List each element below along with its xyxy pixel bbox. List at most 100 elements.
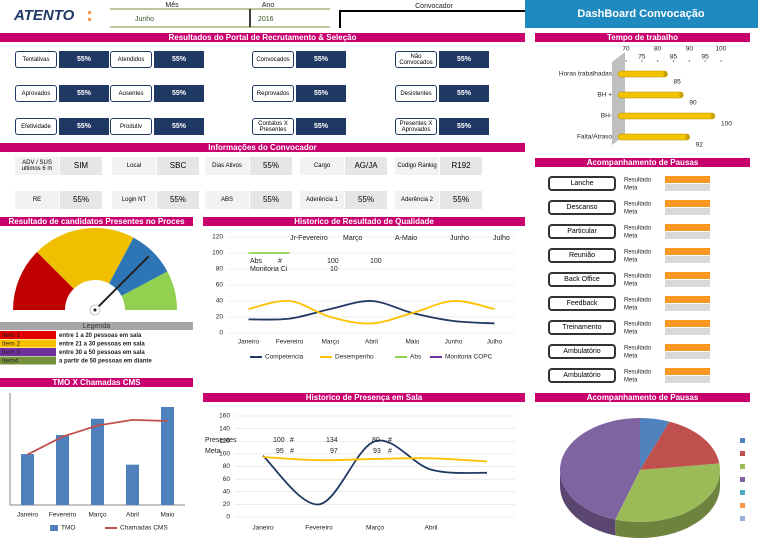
series-line — [27, 418, 168, 456]
overlay-text: 100 — [370, 258, 382, 265]
overlay-text: Junho — [450, 235, 469, 242]
meta-bar — [665, 256, 710, 263]
section-title: TMO X Chamadas CMS — [0, 378, 193, 387]
meta-bar — [665, 232, 710, 239]
info-label: Aderência 1 — [300, 191, 344, 209]
x-tick-label: Março — [366, 525, 384, 532]
y-tick-label: 20 — [216, 314, 224, 321]
series-line — [262, 439, 488, 506]
y-tick-label: 20 — [223, 501, 231, 508]
legend-swatch — [740, 477, 745, 482]
legend-swatch — [0, 356, 56, 365]
pie-side — [615, 470, 721, 538]
overlay-text: 100 — [273, 437, 285, 444]
legend-swatch — [740, 516, 745, 521]
gauge-needle — [94, 255, 150, 311]
info-value: 55% — [440, 191, 482, 209]
logo: ATENTO — [13, 7, 75, 24]
legend-name: Item4 — [2, 358, 19, 365]
x-tick-label: Janeiro — [252, 525, 274, 532]
pausa-button[interactable]: Treinamento — [548, 320, 616, 335]
pausa-button[interactable]: Reunião — [548, 248, 616, 263]
x-tick-label: Janeiro — [17, 512, 39, 519]
x-tick-label: Abril — [424, 525, 438, 532]
pausa-button[interactable]: Feedback — [548, 296, 616, 311]
kpi-label: Aprovados — [15, 85, 57, 102]
pausa-button[interactable]: Descanso — [548, 200, 616, 215]
x-tick-label: Maio — [405, 339, 419, 346]
x-tick-label: Fevereiro — [276, 339, 304, 346]
y-tick-label: 40 — [216, 298, 224, 305]
overlay-text: 80 — [372, 437, 380, 444]
kpi-value: 55% — [59, 85, 109, 102]
pie-slice — [615, 463, 720, 523]
result-bar — [665, 176, 710, 183]
kpi-value: 55% — [154, 51, 204, 68]
result-bar — [665, 296, 710, 303]
legend-swatch — [740, 451, 745, 456]
info-value: 55% — [345, 191, 387, 209]
value-label: 92 — [696, 142, 704, 149]
y-tick-label: 120 — [219, 438, 230, 445]
gauge-segment — [37, 227, 134, 289]
overlay-text: # — [388, 448, 392, 455]
info-value: SBC — [157, 157, 199, 175]
pausa-button[interactable]: Ambulatório — [548, 344, 616, 359]
info-label: ADV / SUS ultimos 6 m — [15, 157, 59, 175]
category-label: BH + — [597, 92, 612, 99]
y-tick-label: 80 — [223, 463, 231, 470]
kpi-value: 55% — [59, 118, 109, 135]
result-label: Resultado — [624, 178, 652, 184]
x-tick-label: Abril — [126, 512, 140, 519]
legend-name: Item 3 — [2, 349, 20, 356]
result-bar — [665, 224, 710, 231]
overlay-text: 95 — [276, 448, 284, 455]
gauge-segment — [13, 252, 74, 310]
overlay-text: A-Maio — [395, 235, 417, 242]
logo-dot — [88, 11, 91, 14]
kpi-label: Não Convocados — [395, 51, 437, 68]
convocador-box — [339, 10, 525, 28]
info-value: R192 — [440, 157, 482, 175]
legend-label: TMO — [61, 525, 75, 532]
result-bar — [665, 320, 710, 327]
y-tick-label: 140 — [219, 425, 230, 432]
x-tick-label: 85 — [670, 54, 678, 61]
overlay-text: # — [290, 448, 294, 455]
info-value: 55% — [250, 191, 292, 209]
section-title: Acompanhamento de Pausas — [535, 158, 750, 167]
x-tick-label: Março — [88, 512, 106, 519]
bar-end — [711, 113, 715, 119]
result-label: Resultado — [624, 274, 652, 280]
pausa-button[interactable]: Ambulatório — [548, 368, 616, 383]
info-label: Aderência 2 — [395, 191, 439, 209]
section-title: Historico de Resultado de Qualidade — [203, 217, 525, 226]
result-label: Resultado — [624, 298, 652, 304]
x-tick-label: 70 — [622, 46, 630, 53]
x-tick-label: Junho — [445, 339, 463, 346]
info-label: ABS — [205, 191, 249, 209]
overlay-text: # — [290, 437, 294, 444]
info-value: AG/JA — [345, 157, 387, 175]
bar — [91, 418, 104, 505]
x-tick-label: Março — [321, 339, 339, 346]
x-tick-label: 75 — [638, 54, 646, 61]
bar-end — [685, 134, 690, 140]
bar — [617, 133, 690, 141]
pausa-button[interactable]: Back Office — [548, 272, 616, 287]
y-tick-label: 160 — [219, 413, 230, 420]
bar — [617, 112, 716, 120]
pausa-button[interactable]: Lanche — [548, 176, 616, 191]
pausa-button[interactable]: Particular — [548, 224, 616, 239]
section-title: Historico de Presença em Sala — [203, 393, 525, 402]
x-tick-label: Janeiro — [238, 339, 260, 346]
legend-title: Legenda — [0, 322, 193, 330]
legend-name: Item 1 — [2, 332, 20, 339]
bar — [56, 435, 69, 505]
kpi-label: Tentativas — [15, 51, 57, 68]
pie-slice — [640, 418, 670, 470]
result-bar — [665, 344, 710, 351]
legend-label: Abs — [410, 354, 422, 361]
meta-label: Meta — [624, 306, 638, 312]
